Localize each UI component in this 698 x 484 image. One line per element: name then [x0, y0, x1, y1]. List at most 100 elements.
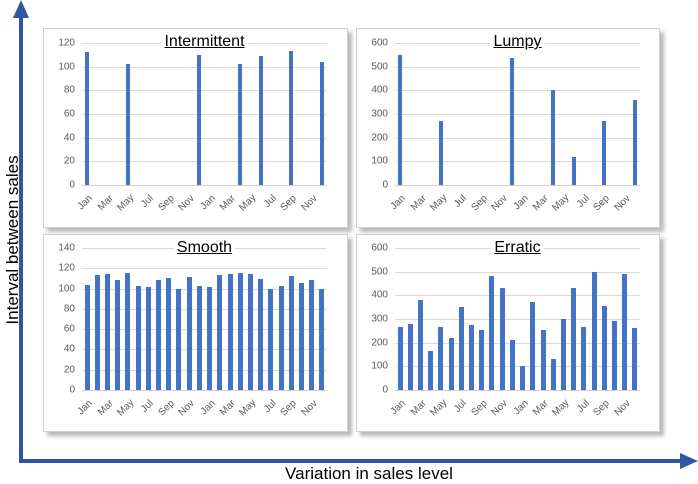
x-tick-label: Sep [469, 398, 490, 419]
y-tick-label: 300 [371, 313, 388, 325]
x-tick-label: Jul [261, 398, 279, 415]
gridline [82, 185, 327, 186]
bar [196, 285, 202, 390]
bar [247, 274, 253, 390]
bar [105, 274, 111, 390]
bar [319, 288, 325, 390]
x-axis-arrowhead-icon [680, 453, 698, 469]
gridline [82, 369, 327, 371]
bar [602, 120, 607, 185]
bar [632, 100, 637, 185]
y-tick-label: 500 [371, 61, 388, 73]
x-tick-label: Mar [217, 398, 238, 418]
y-axis-label: Interval between sales [3, 155, 22, 325]
y-tick-label: 0 [69, 384, 75, 396]
x-tick-label: Sep [591, 193, 613, 214]
plot-area: 0 100 200 300 400 500 600 Jan Mar May Jul Sep Nov Jan… [371, 38, 640, 214]
chart-title: Erratic [395, 239, 640, 257]
x-tick-label: May [428, 192, 450, 214]
bar [540, 330, 546, 390]
y-tick-label: 500 [371, 266, 388, 278]
x-tick-label: Nov [176, 193, 197, 214]
x-tick-label: Jul [261, 193, 279, 210]
x-tick-label: Jan [75, 398, 95, 418]
x-tick-label: Mar [530, 193, 551, 213]
x-tick-label: Nov [489, 398, 510, 419]
y-tick-label: 100 [371, 360, 388, 372]
gridline [82, 308, 327, 310]
gridline [395, 271, 640, 273]
x-tick-label: Jan [75, 193, 95, 213]
y-tick-label: 300 [371, 108, 388, 120]
x-axis-line [19, 459, 685, 463]
y-tick-label: 100 [371, 155, 388, 167]
bar [125, 64, 130, 185]
chart-title: Intermittent [82, 33, 327, 51]
x-tick-label: Jul [574, 193, 592, 210]
bar [622, 273, 628, 390]
bar [85, 52, 90, 185]
y-tick-label: 600 [371, 37, 388, 49]
chart-title: Lumpy [395, 33, 640, 51]
y-tick-label: 0 [382, 384, 388, 396]
y-tick-label: 120 [58, 37, 75, 49]
x-axis-label: Variation in sales level [285, 464, 453, 483]
gridline [395, 114, 640, 115]
x-tick-label: Jan [198, 193, 218, 213]
x-tick-label: May [550, 397, 572, 419]
x-tick-label: May [115, 397, 137, 419]
bar [581, 326, 587, 390]
bar [632, 328, 638, 390]
gridline [395, 366, 640, 368]
gridline [82, 349, 327, 351]
bar [601, 306, 607, 390]
y-tick-label: 600 [371, 242, 388, 254]
bar [499, 287, 505, 390]
bar [84, 284, 90, 390]
bar [571, 288, 577, 390]
bar [166, 278, 172, 390]
x-tick-label: Sep [156, 398, 177, 419]
gridline [82, 329, 327, 331]
plot-area: 0 20 40 60 80 100 120 Jan Mar May Jul Sep Nov Jan Mar M… [58, 38, 327, 214]
x-tick-label: Sep [156, 193, 177, 214]
y-axis-arrowhead-icon [13, 0, 29, 18]
gridline [395, 342, 640, 344]
gridline [395, 390, 640, 391]
x-tick-label: May [237, 397, 259, 419]
x-tick-label: Jan [388, 398, 408, 418]
bar [288, 276, 294, 390]
y-tick-label: 80 [63, 84, 75, 96]
bar [509, 340, 515, 390]
x-tick-label: Mar [95, 398, 116, 418]
x-tick-label: Mar [217, 193, 238, 213]
bar [156, 280, 162, 390]
y-tick-label: 200 [371, 132, 388, 144]
x-tick-label: Jul [139, 398, 157, 415]
y-tick-label: 140 [58, 242, 75, 254]
bar [398, 55, 403, 185]
bar [520, 366, 526, 390]
bar [145, 286, 151, 390]
bar [94, 275, 100, 390]
x-tick-label: May [428, 397, 450, 419]
bar [438, 120, 443, 185]
x-tick-label: May [115, 192, 137, 214]
bar [448, 338, 454, 390]
x-tick-label: Mar [530, 398, 551, 418]
x-tick-label: Sep [591, 398, 613, 419]
x-tick-label: May [550, 192, 572, 214]
bar [176, 288, 182, 390]
y-tick-label: 40 [63, 343, 75, 355]
chart-intermittent: Intermittent 0 20 40 60 80 100 120 Jan Mar May Jul… [43, 28, 348, 228]
y-tick-label: 100 [58, 283, 75, 295]
x-tick-label: Mar [95, 193, 116, 213]
x-tick-label: Jan [511, 398, 531, 418]
x-tick-label: Nov [299, 398, 320, 419]
gridline [395, 295, 640, 297]
bar [125, 273, 131, 390]
y-tick-label: 80 [63, 303, 75, 315]
plot-area: 0 100 200 300 400 500 600 Jan Mar May Jul Sep Nov Jan… [371, 243, 640, 419]
gridline [82, 161, 327, 163]
bar [560, 318, 566, 390]
